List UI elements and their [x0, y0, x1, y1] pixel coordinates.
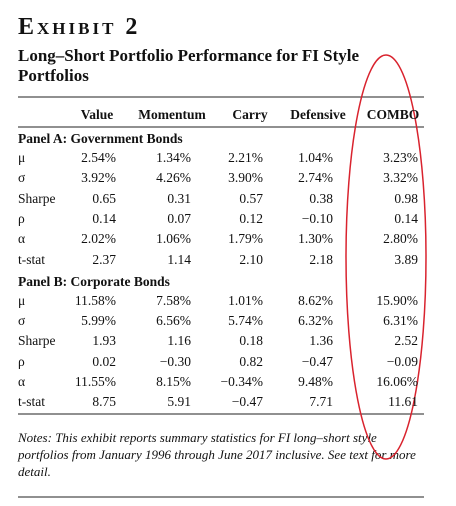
- cell: 3.90%: [228, 170, 263, 186]
- cell: 0.82: [239, 353, 263, 369]
- cell: 7.58%: [156, 292, 191, 308]
- cell: 1.14: [167, 251, 191, 267]
- cell: 11.58%: [74, 292, 116, 308]
- row-label: μ: [18, 292, 26, 308]
- cell: 5.74%: [228, 313, 263, 329]
- row-label: t-stat: [18, 251, 45, 267]
- cell: 5.91: [167, 394, 191, 410]
- cell: 2.02%: [81, 231, 116, 247]
- cell: 11.61: [388, 394, 418, 410]
- row-label: Sharpe: [18, 190, 56, 206]
- cell: 1.30%: [298, 231, 333, 247]
- cell: 7.71: [309, 394, 333, 410]
- cell: 2.74%: [298, 170, 333, 186]
- cell: 2.52: [394, 333, 418, 349]
- cell: 1.01%: [228, 292, 263, 308]
- cell: 2.21%: [228, 150, 263, 165]
- row-label: α: [18, 231, 26, 247]
- cell: −0.34%: [220, 374, 263, 389]
- cell: 8.62%: [298, 292, 333, 308]
- cell: 1.16: [167, 333, 191, 349]
- cell: 2.54%: [81, 150, 116, 165]
- cell: 2.80%: [383, 231, 418, 247]
- row-label: ρ: [18, 210, 25, 226]
- column-header: Carry: [232, 107, 268, 122]
- cell: 3.23%: [383, 150, 418, 165]
- cell: 0.02: [92, 353, 116, 369]
- column-header: Defensive: [290, 107, 346, 122]
- cell: 0.65: [92, 190, 116, 206]
- cell: 0.14: [394, 210, 418, 226]
- cell: 1.04%: [298, 150, 333, 165]
- cell: 0.57: [239, 190, 263, 206]
- cell: 6.56%: [156, 313, 191, 329]
- row-label: σ: [18, 313, 26, 329]
- cell: −0.30: [159, 353, 191, 369]
- cell: −0.10: [301, 210, 333, 226]
- cell: 0.12: [239, 210, 263, 226]
- cell: 1.06%: [156, 231, 191, 247]
- cell: −0.09: [386, 353, 418, 369]
- row-label: Sharpe: [18, 333, 56, 349]
- cell: 0.07: [167, 210, 191, 226]
- cell: 1.93: [92, 333, 116, 349]
- column-header: COMBO: [366, 107, 420, 122]
- cell: 0.18: [239, 333, 263, 349]
- cell: 2.18: [309, 251, 333, 267]
- row-label: α: [18, 374, 26, 389]
- exhibit-label: Exhibit 2: [18, 14, 141, 40]
- cell: 11.55%: [74, 374, 116, 389]
- row-label: ρ: [18, 353, 25, 369]
- cell: 0.31: [167, 190, 191, 206]
- cell: 16.06%: [376, 374, 418, 389]
- cell: 15.90%: [376, 292, 418, 308]
- cell: 6.31%: [383, 313, 418, 329]
- notes: Notes: This exhibit reports summary stat…: [18, 430, 416, 479]
- column-header: Value: [80, 107, 114, 122]
- cell: 3.32%: [383, 170, 418, 186]
- column-header: Momentum: [138, 107, 206, 122]
- cell: −0.47: [231, 394, 263, 410]
- cell: −0.47: [301, 353, 333, 369]
- panel-label: Panel A: Government Bonds: [18, 131, 183, 146]
- cell: 8.15%: [156, 374, 191, 389]
- cell: 3.92%: [81, 170, 116, 186]
- cell: 6.32%: [298, 313, 333, 329]
- cell: 2.37: [92, 251, 116, 267]
- cell: 0.98: [394, 190, 418, 206]
- cell: 1.34%: [156, 150, 191, 165]
- row-label: t-stat: [18, 394, 45, 410]
- cell: 3.89: [394, 251, 418, 267]
- panel-label: Panel B: Corporate Bonds: [18, 273, 170, 289]
- cell: 0.38: [309, 190, 333, 206]
- highlight-ellipse: [345, 54, 427, 460]
- row-label: σ: [18, 170, 26, 186]
- cell: 8.75: [92, 394, 116, 410]
- exhibit-title: Long–Short Portfolio Performance for FI …: [18, 46, 360, 85]
- cell: 1.79%: [228, 231, 263, 247]
- row-label: μ: [18, 150, 26, 165]
- cell: 0.14: [92, 210, 116, 226]
- cell: 9.48%: [298, 374, 333, 389]
- cell: 5.99%: [81, 313, 116, 329]
- cell: 4.26%: [156, 170, 191, 186]
- cell: 1.36: [309, 333, 333, 349]
- cell: 2.10: [239, 251, 263, 267]
